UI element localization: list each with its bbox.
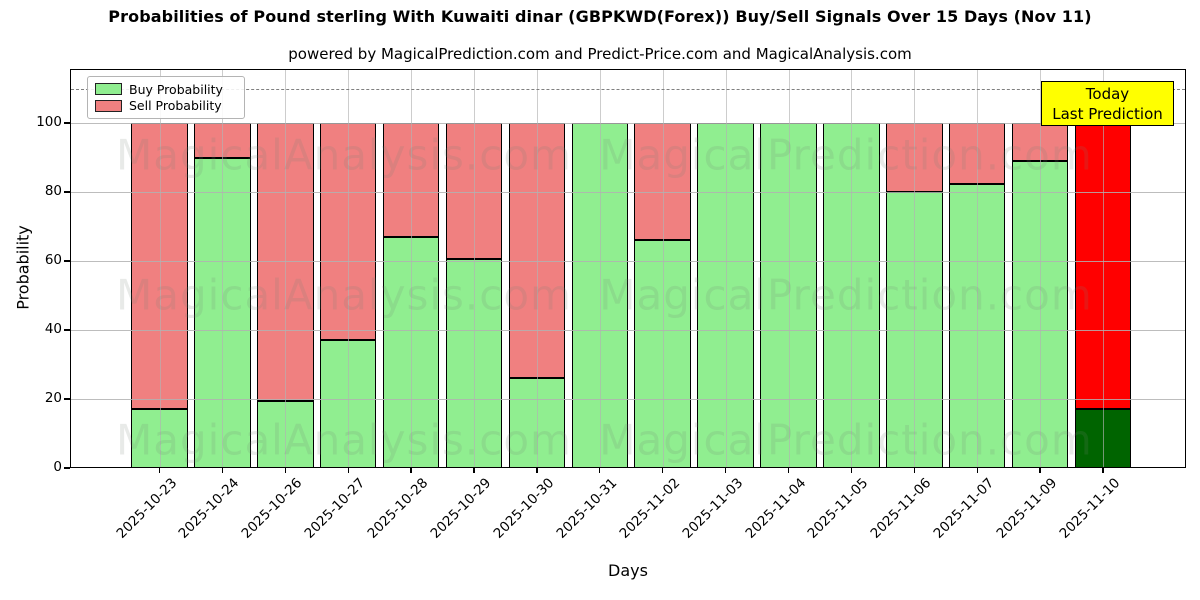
y-tick-label: 80 — [44, 183, 62, 200]
x-tick — [158, 468, 161, 473]
x-tick — [536, 468, 538, 473]
x-tick — [221, 468, 224, 473]
x-gridline — [159, 70, 161, 467]
x-gridline — [285, 70, 287, 467]
today-annotation: Today Last Prediction — [1041, 81, 1174, 126]
x-tick — [347, 468, 349, 473]
y-gridline — [71, 261, 1185, 263]
x-gridline — [977, 70, 979, 467]
x-gridline — [599, 70, 601, 467]
x-tick — [284, 468, 286, 473]
x-tick — [599, 468, 601, 473]
x-tick — [410, 468, 412, 473]
sell-color-swatch — [95, 99, 122, 112]
y-gridline — [71, 330, 1185, 332]
y-tick — [64, 260, 70, 262]
y-tick-label: 0 — [53, 459, 62, 475]
x-tick — [913, 468, 915, 473]
x-tick — [724, 468, 727, 473]
x-gridline — [474, 70, 475, 467]
y-tick — [64, 398, 70, 400]
watermark-text: MagicalPrediction.com — [599, 130, 1093, 180]
x-gridline — [536, 70, 538, 467]
x-gridline — [222, 70, 224, 467]
x-tick — [1102, 468, 1104, 473]
x-tick — [1039, 468, 1041, 473]
buy-color-swatch — [95, 83, 122, 96]
y-tick-label: 20 — [44, 390, 62, 407]
watermark-text: MagicalAnalysis.com — [116, 415, 572, 465]
x-tick — [473, 468, 475, 473]
x-gridline — [662, 70, 664, 467]
chart-subtitle: powered by MagicalPrediction.com and Pre… — [288, 45, 912, 63]
x-gridline — [1103, 70, 1104, 467]
y-tick-label: 100 — [36, 114, 62, 131]
y-tick — [64, 329, 70, 331]
y-tick — [64, 467, 70, 469]
y-tick-label: 40 — [44, 321, 62, 338]
y-gridline — [71, 192, 1185, 194]
x-gridline — [411, 70, 413, 467]
x-gridline — [348, 70, 350, 467]
y-tick — [64, 191, 70, 193]
x-tick — [976, 468, 978, 473]
y-gridline — [71, 399, 1185, 401]
watermark-text: MagicalAnalysis.com — [116, 130, 572, 180]
x-gridline — [788, 70, 790, 467]
dashed-threshold-line — [71, 88, 1185, 90]
x-axis-label: Days — [608, 561, 648, 580]
x-tick — [662, 468, 664, 473]
x-tick — [787, 468, 790, 473]
x-gridline — [725, 70, 727, 467]
watermark-text: MagicalPrediction.com — [599, 415, 1093, 465]
legend-item-buy: Buy Probability — [95, 82, 237, 97]
y-tick — [64, 122, 70, 124]
watermark-text: MagicalAnalysis.com — [116, 270, 572, 320]
watermark-text: MagicalPrediction.com — [599, 270, 1093, 320]
legend: Buy Probability Sell Probability — [87, 76, 245, 119]
x-gridline — [914, 70, 916, 467]
x-gridline — [1040, 70, 1042, 467]
y-tick-label: 60 — [44, 252, 62, 269]
y-gridline — [71, 123, 1185, 125]
today-annotation-line2: Last Prediction — [1052, 105, 1163, 123]
x-tick — [850, 468, 853, 473]
x-gridline — [851, 70, 853, 467]
legend-label-sell: Sell Probability — [129, 98, 222, 114]
legend-label-buy: Buy Probability — [129, 81, 223, 97]
chart-title: Probabilities of Pound sterling With Kuw… — [108, 7, 1092, 26]
legend-item-sell: Sell Probability — [95, 98, 237, 113]
today-annotation-line1: Today — [1085, 85, 1130, 103]
